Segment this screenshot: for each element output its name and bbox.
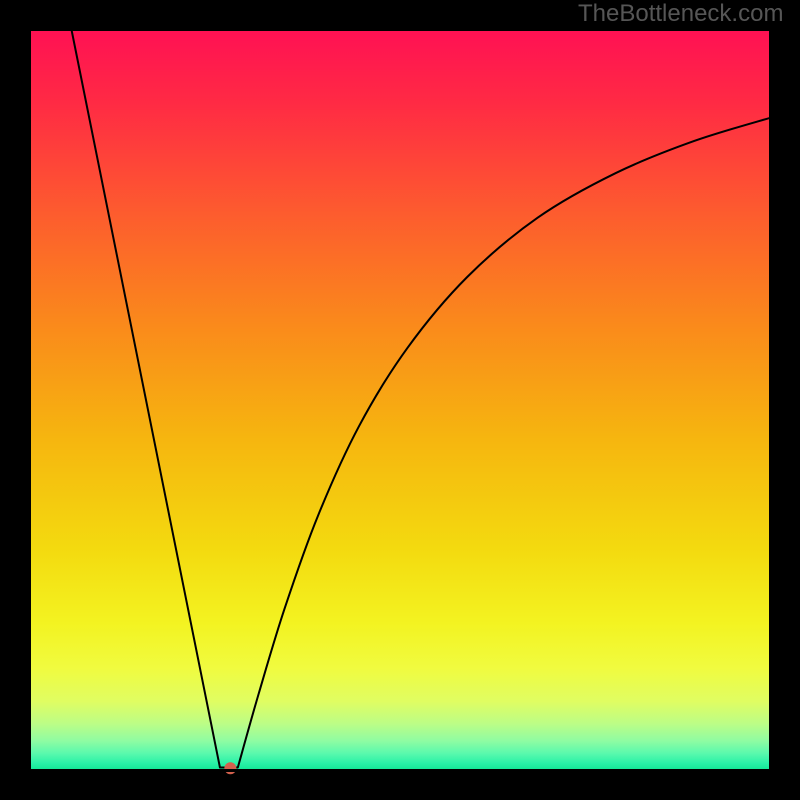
chart-container: TheBottleneck.com: [0, 0, 800, 800]
plot-background-gradient: [28, 28, 772, 772]
watermark-text: TheBottleneck.com: [578, 0, 783, 28]
